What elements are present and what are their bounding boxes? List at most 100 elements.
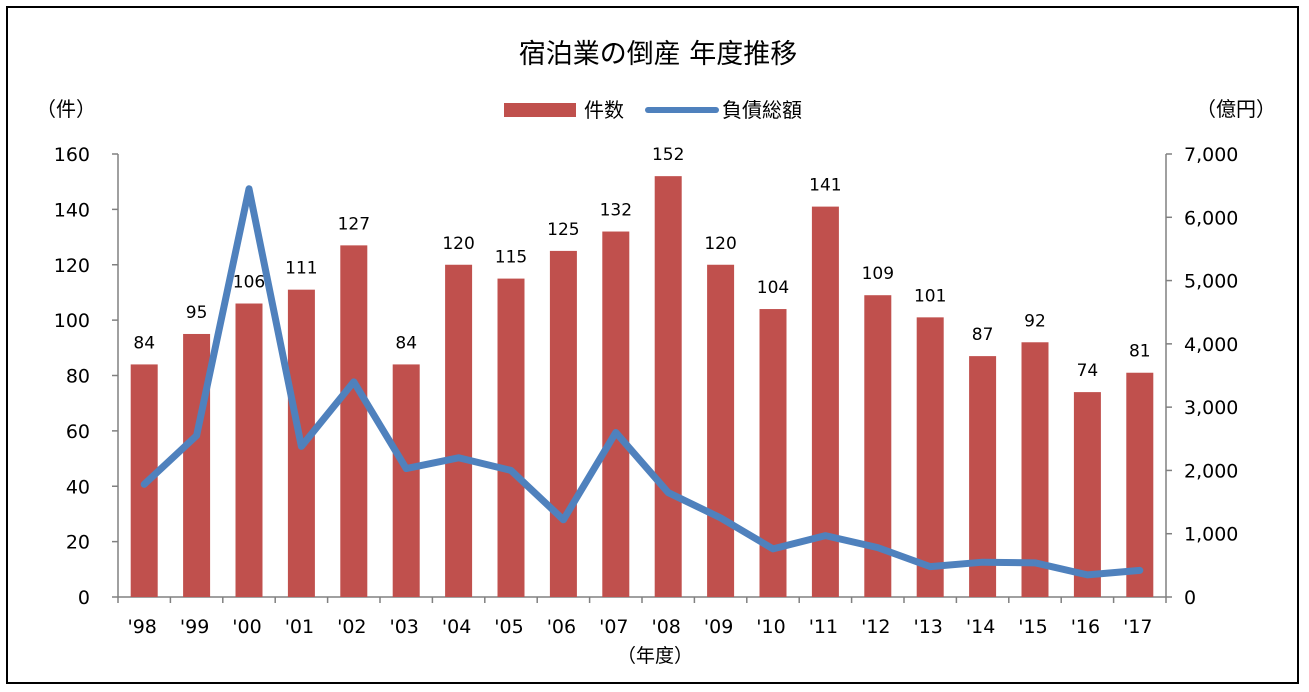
line-point [928, 564, 933, 569]
line-point [666, 490, 671, 495]
bar [654, 176, 682, 597]
x-tick-label: '14 [966, 616, 995, 638]
x-tick-label: '07 [599, 616, 628, 638]
bar-data-label: 141 [809, 176, 841, 196]
x-tick-label: '00 [232, 616, 261, 638]
bar-data-label: 109 [862, 264, 894, 284]
axes: 0 20 40 60 80 100 120 140 160 0 1,000 2,000 3,000 4,0… [54, 144, 1239, 609]
bar-data-label: 152 [652, 145, 684, 165]
chart-frame: 宿泊業の倒産 年度推移 （件） （億円） 件数 負債総額 0 20 40 60 80 10… [6, 6, 1299, 684]
y-right-tick-label: 6,000 [1184, 207, 1238, 229]
line-point [247, 186, 251, 191]
x-tick-label: '03 [389, 616, 418, 638]
y-right-tick-label: 5,000 [1184, 271, 1238, 293]
bar [340, 245, 368, 597]
y-left-tick-label: 120 [54, 255, 90, 277]
y-right-tick-label: 7,000 [1184, 144, 1238, 166]
y-left-tick-label: 60 [66, 421, 90, 443]
line-point [980, 560, 985, 565]
bar [602, 231, 630, 597]
bar-data-label: 127 [338, 214, 370, 234]
x-tick-label: '08 [651, 616, 680, 638]
bar [811, 206, 839, 597]
line-point [456, 455, 461, 460]
y-left-unit-label: （件） [36, 97, 96, 121]
bar [497, 278, 525, 597]
bar [445, 264, 473, 597]
line-point [509, 468, 513, 473]
line-point [404, 466, 409, 471]
bar-data-label: 84 [395, 333, 417, 353]
line-point [142, 482, 147, 487]
x-tick-label: '05 [494, 616, 523, 638]
x-tick-label: '13 [913, 616, 942, 638]
x-tick-label: '16 [1071, 616, 1100, 638]
bar [183, 333, 211, 597]
bar-data-label: 87 [972, 325, 994, 345]
y-right-unit-label: （億円） [1196, 97, 1276, 121]
y-left-tick-label: 140 [54, 199, 90, 221]
bar [707, 264, 735, 597]
bar-series [130, 176, 1154, 597]
x-axis-ticks: '98 '99 '00 '01 '02 '03 '04 '05 '06 '07 '08 '09 '10 '… [127, 616, 1152, 638]
y-left-tick-label: 100 [54, 310, 90, 332]
x-tick-label: '04 [442, 616, 471, 638]
y-left-tick-label: 160 [54, 144, 90, 166]
bar [549, 250, 577, 597]
y-right-tick-label: 4,000 [1184, 334, 1238, 356]
bar-data-label: 95 [186, 303, 208, 323]
line-point [299, 444, 304, 449]
x-tick-label: '02 [337, 616, 366, 638]
bar-data-label: 132 [600, 201, 632, 221]
bar [1126, 372, 1154, 597]
line-point [823, 533, 828, 538]
line-point [351, 379, 356, 384]
bar-data-label: 104 [757, 278, 789, 298]
legend: 件数 負債総額 [504, 98, 802, 122]
bar [235, 303, 263, 597]
line-point [561, 517, 566, 522]
bar [916, 317, 944, 597]
chart-title: 宿泊業の倒産 年度推移 [519, 39, 798, 70]
x-tick-label: '10 [756, 616, 785, 638]
legend-label-count: 件数 [584, 98, 624, 122]
x-tick-label: '98 [127, 616, 156, 638]
line-series [140, 185, 1144, 579]
x-tick-label: '17 [1123, 616, 1152, 638]
line-point [1085, 572, 1090, 577]
line-point [718, 515, 723, 520]
line-point [875, 545, 880, 550]
y-right-tick-label: 0 [1184, 587, 1196, 609]
legend-label-debt: 負債総額 [722, 98, 802, 122]
bar-data-label: 125 [547, 220, 579, 240]
debt-line [140, 185, 1144, 579]
bar-data-label: 92 [1024, 311, 1046, 331]
x-axis-label: （年度） [617, 645, 693, 667]
bar-data-label: 106 [233, 273, 265, 293]
bar-data-labels: 84 95 106 111 127 84 120 115 125 132 152 120 104 141 1… [133, 145, 1150, 381]
bar [1073, 392, 1101, 597]
y-right-tick-label: 3,000 [1184, 397, 1238, 419]
y-left-tick-label: 0 [78, 587, 90, 609]
line-point [613, 430, 618, 435]
x-tick-label: '11 [809, 616, 838, 638]
bar-data-label: 74 [1077, 361, 1099, 381]
bar [759, 309, 787, 597]
bar-data-label: 84 [133, 333, 155, 353]
bar [969, 356, 997, 597]
y-right-tick-label: 1,000 [1184, 524, 1238, 546]
y-left-tick-label: 80 [66, 366, 90, 388]
chart-svg: 宿泊業の倒産 年度推移 （件） （億円） 件数 負債総額 0 20 40 60 80 10… [36, 39, 1276, 667]
y-left-tick-label: 20 [66, 532, 90, 554]
bar-data-label: 101 [914, 286, 946, 306]
legend-swatch-count [504, 103, 576, 117]
x-tick-label: '99 [180, 616, 209, 638]
line-point [194, 433, 199, 438]
x-tick-label: '15 [1018, 616, 1047, 638]
x-tick-label: '09 [704, 616, 733, 638]
y-left-tick-label: 40 [66, 476, 90, 498]
y-right-tick-label: 2,000 [1184, 460, 1238, 482]
bar [392, 364, 420, 597]
bar-data-label: 111 [285, 259, 317, 279]
bar [1021, 342, 1049, 597]
